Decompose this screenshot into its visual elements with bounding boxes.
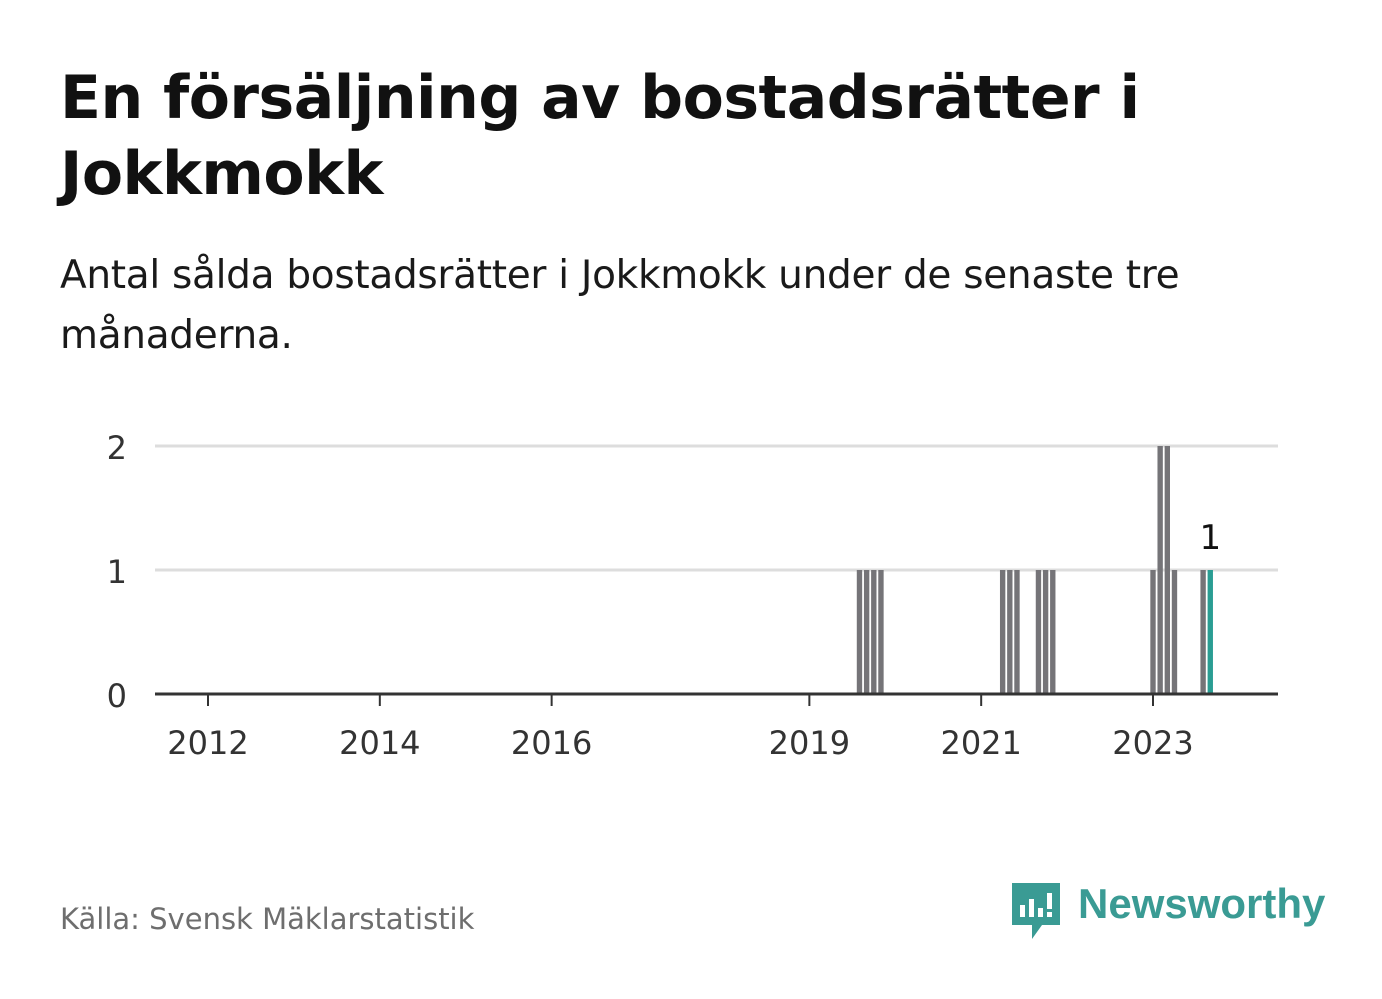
source-note: Källa: Svensk Mäklarstatistik [60, 902, 475, 936]
x-tick-label: 2016 [511, 724, 592, 762]
bar [1157, 446, 1163, 694]
chart-title: En försäljning av bostadsrätter i Jokkmo… [60, 63, 1140, 209]
bar [878, 570, 884, 694]
bar [1014, 570, 1020, 694]
x-tick-label: 2019 [769, 724, 850, 762]
bar [1207, 570, 1213, 694]
x-tick-label: 2023 [1112, 724, 1193, 762]
bar [863, 570, 870, 694]
y-tick-label: 1 [107, 553, 127, 591]
newsworthy-logo-icon [1012, 883, 1060, 939]
x-tick-label: 2021 [940, 724, 1021, 762]
bar [1171, 570, 1178, 694]
x-tick-label: 2014 [339, 724, 420, 762]
bar [999, 570, 1006, 694]
bar [1050, 570, 1056, 694]
bar [1200, 570, 1206, 694]
bar [1007, 570, 1013, 694]
y-tick-label: 0 [107, 677, 127, 715]
chart-subtitle: Antal sålda bostadsrätter i Jokkmokk und… [60, 253, 1180, 358]
brand-name: Newsworthy [1078, 880, 1326, 927]
y-tick-label: 2 [107, 429, 127, 467]
bar [1164, 446, 1170, 694]
bar [1042, 570, 1049, 694]
data-label: 1 [1199, 518, 1221, 558]
bar [1150, 570, 1156, 694]
x-tick-label: 2012 [167, 724, 248, 762]
bar [856, 570, 863, 694]
bar [1035, 570, 1042, 694]
brand: Newsworthy [1010, 879, 1325, 943]
bar [871, 570, 877, 694]
